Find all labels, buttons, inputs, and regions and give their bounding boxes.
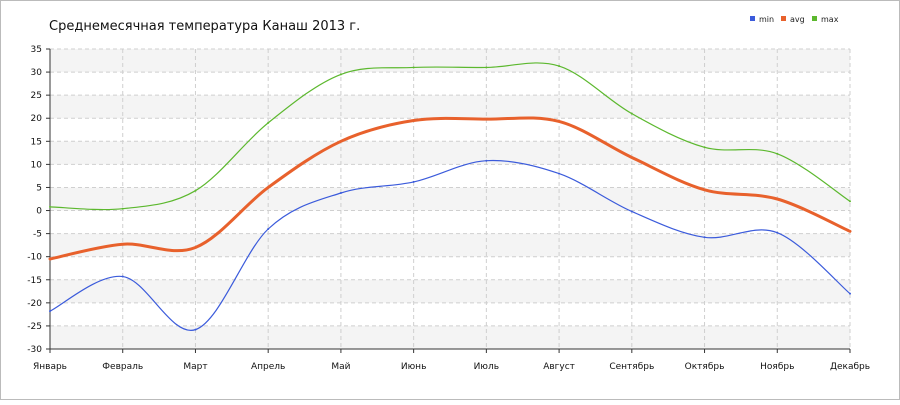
data-point-max [558,65,561,68]
data-point-avg [194,246,197,249]
series-line-avg [48,116,852,261]
x-tick-label: Декабрь [830,362,870,372]
x-tick-label: Май [331,362,350,372]
y-tick-label: 0 [36,207,42,217]
plot-bands [50,49,850,349]
plot-band [50,49,850,73]
x-tick-label: Август [543,362,575,372]
y-tick-label: 10 [31,160,43,170]
data-point-min [194,328,197,331]
data-point-max [703,146,706,149]
series-line-min [49,159,851,331]
legend-label-min: min [759,15,774,24]
x-tick-label: Июль [474,362,499,372]
y-tick-label: 15 [31,137,42,147]
legend-swatch-min [750,16,755,21]
plot-band [50,233,850,257]
data-point-max [194,189,197,192]
data-point-avg [558,120,561,123]
data-point-avg [412,119,415,122]
data-point-min [776,231,779,234]
legend-label-max: max [821,15,839,24]
data-point-min [121,275,124,278]
x-tick-labels: Январь Февраль Март Апрель Май Июнь Июль Август… [33,362,870,372]
data-point-avg [849,230,851,233]
legend-swatch-max [812,16,817,21]
data-point-max [49,205,51,208]
data-point-avg [267,186,270,189]
data-point-min [703,236,706,239]
data-point-min [485,159,488,162]
legend: min avg max [750,15,839,24]
axes [46,48,851,353]
x-tick-label: Февраль [102,362,143,372]
x-tick-label: Ноябрь [760,362,794,372]
x-tick-label: Апрель [251,362,285,372]
data-point-avg [630,156,633,159]
y-tick-label: 30 [31,68,43,78]
y-tick-label: -10 [27,253,42,263]
data-point-min [558,172,561,175]
y-tick-label: -15 [27,276,42,286]
y-tick-label: 20 [31,114,43,124]
plot-band [50,141,850,165]
data-point-min [849,292,851,295]
plot-band [50,95,850,119]
data-point-max [412,66,415,69]
legend-label-avg: avg [790,15,805,24]
data-point-avg [485,118,488,121]
x-tick-label: Октябрь [685,362,725,372]
plot-band [50,279,850,303]
x-tick-label: Март [183,362,207,372]
y-tick-label: -20 [27,299,42,309]
plot-band [50,187,850,211]
data-point-avg [49,258,51,260]
plot-band [50,325,850,349]
y-tick-label: 35 [31,45,42,55]
y-tick-label: -30 [27,345,42,355]
series-lines [48,62,852,331]
data-point-min [630,210,633,213]
y-tick-label: 25 [31,91,42,101]
data-point-max [849,200,851,203]
x-tick-label: Сентябрь [609,362,654,372]
data-point-min [49,310,51,313]
data-point-max [339,73,342,76]
x-tick-label: Июнь [401,362,427,372]
data-point-min [339,192,342,194]
y-tick-label: 5 [36,183,42,193]
data-point-max [630,112,633,115]
y-tick-label: -25 [27,322,42,332]
legend-swatch-avg [781,16,786,21]
data-point-avg [703,188,706,191]
x-tick-label: Январь [33,362,67,372]
y-tick-label: -5 [33,230,42,240]
data-point-min [267,228,270,230]
data-point-max [267,121,270,124]
data-point-max [485,66,488,69]
data-point-avg [776,198,779,200]
chart-title: Среднемесячная температура Канаш 2013 г. [49,19,360,34]
data-point-max [776,152,779,155]
data-point-max [121,207,124,210]
data-point-avg [121,243,124,246]
data-point-avg [339,140,342,143]
data-point-min [412,180,415,183]
y-tick-labels: 35 30 25 20 15 10 5 0 -5 -10 -15 -20 -25 -30 [27,45,42,355]
